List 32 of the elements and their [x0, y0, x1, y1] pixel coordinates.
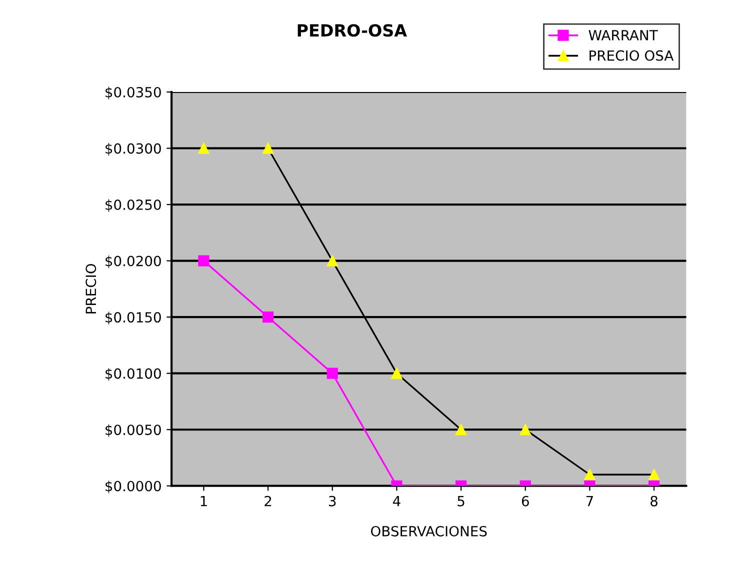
y-tick-label: $0.0100	[106, 368, 161, 381]
y-tick-label: $0.0050	[106, 424, 161, 437]
x-tick-label: 7	[586, 496, 593, 506]
y-axis-title: PRECIO	[86, 264, 96, 314]
y-tick-label: $0.0300	[106, 142, 161, 156]
x-tick-label: 6	[522, 496, 529, 506]
legend-label: WARRANT	[588, 30, 658, 40]
point	[455, 424, 467, 436]
point	[198, 142, 210, 154]
y-tick-label: $0.0350	[106, 86, 161, 100]
point	[198, 255, 210, 266]
legend-label: PRECIO OSA	[590, 50, 674, 61]
x-tick-label: 1	[200, 496, 207, 506]
y-tick-label: $0.0150	[106, 312, 161, 324]
point	[648, 469, 660, 480]
point	[262, 142, 274, 154]
y-tick-label: $0.0200	[106, 256, 161, 268]
x-tick-label: 8	[650, 496, 658, 506]
x-tick-label: 2	[264, 496, 272, 506]
y-tick-label: $0.0000	[106, 480, 161, 494]
x-axis-title: OBSERVACIONES	[371, 526, 487, 536]
point	[262, 312, 274, 323]
x-tick-label: 3	[329, 496, 336, 506]
chart-title: PEDRO-OSA	[298, 24, 407, 37]
point	[520, 424, 531, 436]
point	[326, 255, 338, 266]
point	[391, 368, 402, 379]
x-tick-label: 4	[392, 496, 400, 506]
point	[326, 368, 338, 379]
point	[584, 469, 596, 480]
y-tick-label: $0.0250	[106, 199, 161, 212]
x-tick-label: 5	[458, 496, 464, 506]
